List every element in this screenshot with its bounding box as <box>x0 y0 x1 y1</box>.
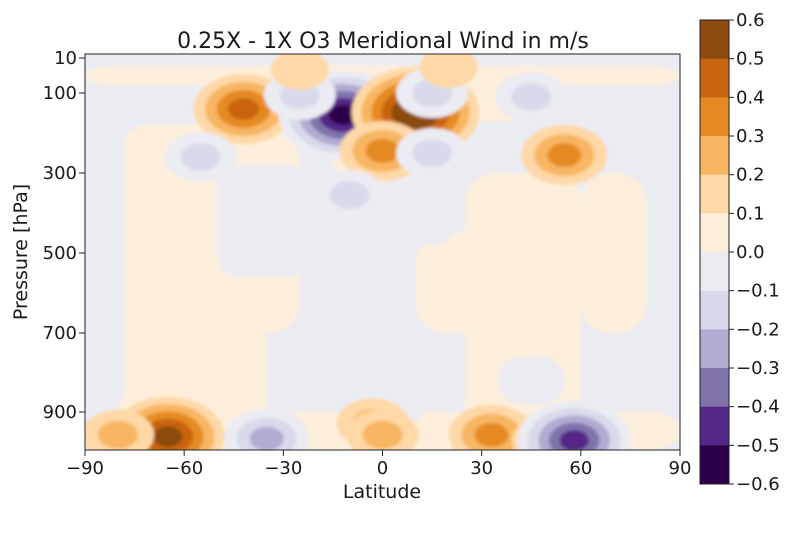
colorbar-band <box>700 406 729 446</box>
colorbar-tick-label: −0.5 <box>736 435 780 456</box>
contour-feature-15 <box>396 128 469 178</box>
contour-band <box>329 181 370 209</box>
x-tick-label: 30 <box>470 458 493 479</box>
colorbar-tick-label: −0.4 <box>736 397 780 418</box>
plot-area <box>84 53 681 451</box>
colorbar-tick-label: −0.1 <box>736 281 780 302</box>
contour-feature-7 <box>517 400 632 450</box>
contour-feature-5 <box>448 404 535 450</box>
contour-feature-16 <box>164 132 237 182</box>
contour-band <box>328 105 357 125</box>
x-tick-label: 0 <box>377 458 388 479</box>
contour-band <box>98 420 139 449</box>
colorbar-tick-label: 0.2 <box>736 165 765 186</box>
y-axis: 10 100 300 500 700 900 <box>43 48 85 423</box>
x-tick-label: 90 <box>669 458 692 479</box>
contour-band <box>228 98 260 120</box>
colorbar-band <box>700 213 729 253</box>
contour-band <box>559 430 589 450</box>
contour-band <box>412 139 453 167</box>
contour-field <box>85 54 680 450</box>
colorbar-band <box>700 329 729 369</box>
colorbar-tick-label: −0.3 <box>736 358 780 379</box>
contour-feature-17 <box>521 125 608 185</box>
colorbar-tick-label: 0.5 <box>736 49 765 70</box>
contour-band <box>180 143 221 171</box>
chart-title: 0.25X - 1X O3 Meridional Wind in m/s <box>177 29 589 54</box>
contour-region-5 <box>415 233 532 333</box>
y-tick-label: 10 <box>54 48 77 69</box>
contour-band <box>362 420 403 449</box>
contour-band <box>153 426 183 448</box>
colorbar-band <box>700 174 729 214</box>
colorbar-tick-label: −0.6 <box>736 474 780 495</box>
colorbar-band <box>700 368 729 408</box>
contour-feature-0 <box>110 396 225 450</box>
colorbar-band <box>700 445 729 485</box>
contour-band <box>365 139 400 163</box>
contour-band <box>419 54 478 88</box>
contour-feature-19 <box>419 54 478 88</box>
contour-band <box>249 426 284 450</box>
colorbar-band <box>700 252 729 292</box>
x-axis-label: Latitude <box>343 481 421 503</box>
contour-feature-4 <box>346 409 419 450</box>
y-tick-label: 500 <box>43 243 77 264</box>
contour-region-6 <box>580 173 647 333</box>
colorbar-band <box>700 58 729 98</box>
colorbar-tick-label: 0.4 <box>736 87 765 108</box>
neutral-region-2 <box>309 277 383 357</box>
neutral-region-1 <box>217 165 310 277</box>
contour-feature-1 <box>85 409 155 450</box>
neutral-region-0 <box>85 93 125 412</box>
colorbar-tick-label: 0.3 <box>736 126 765 147</box>
y-tick-label: 100 <box>43 83 77 104</box>
x-tick-label: −30 <box>264 458 302 479</box>
contour-band <box>511 83 552 111</box>
neutral-region-3 <box>266 340 333 412</box>
contour-feature-2 <box>223 408 310 450</box>
colorbar-tick-label: 0.6 <box>736 10 765 31</box>
colorbar-tick-label: 0.0 <box>736 242 765 263</box>
y-tick-label: 300 <box>43 163 77 184</box>
x-tick-label: 60 <box>569 458 592 479</box>
contour-feature-18 <box>313 170 386 220</box>
y-axis-label: Pressure [hPa] <box>10 184 32 320</box>
x-axis: −90 −60 −30 0 30 60 90 <box>66 450 691 479</box>
colorbar-band <box>700 20 729 60</box>
y-tick-label: 900 <box>43 402 77 423</box>
colorbar-tick-label: −0.2 <box>736 319 780 340</box>
colorbar-band <box>700 97 729 137</box>
colorbar: −0.6 −0.5 −0.4 −0.3 −0.2 −0.1 0.0 0.1 0.2 0.3 0.4 0… <box>699 10 780 495</box>
colorbar-band <box>700 290 729 330</box>
x-tick-label: −90 <box>66 458 104 479</box>
contour-band <box>474 422 509 447</box>
contour-feature-14 <box>495 72 568 122</box>
neutral-region-5 <box>580 85 680 161</box>
contour-band <box>270 54 329 90</box>
contour-feature-20 <box>270 54 329 90</box>
colorbar-band <box>700 136 729 176</box>
y-tick-label: 700 <box>43 323 77 344</box>
contour-band <box>547 143 582 167</box>
neutral-region-7 <box>498 356 565 405</box>
x-tick-label: −60 <box>165 458 203 479</box>
neutral-region-4 <box>382 173 456 245</box>
colorbar-tick-label: 0.1 <box>736 203 765 224</box>
neutral-region-6 <box>646 173 680 412</box>
